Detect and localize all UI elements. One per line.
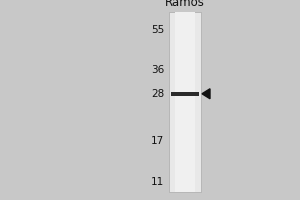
Text: 36: 36: [151, 65, 164, 75]
Text: 11: 11: [151, 177, 164, 187]
Bar: [169, 12, 201, 192]
Bar: [171, 92, 199, 96]
Text: 17: 17: [151, 136, 164, 146]
Text: 55: 55: [151, 25, 164, 35]
Text: Ramos: Ramos: [165, 0, 205, 9]
Bar: [175, 12, 195, 192]
Polygon shape: [202, 89, 210, 99]
Text: 28: 28: [151, 89, 164, 99]
